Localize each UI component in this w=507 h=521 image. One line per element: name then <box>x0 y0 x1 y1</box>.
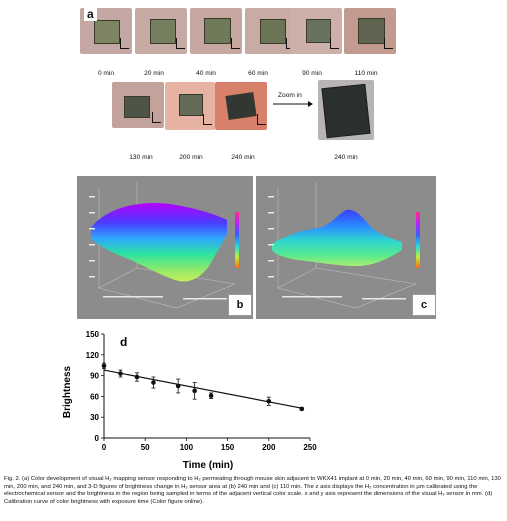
photo-tile-8 <box>215 82 267 130</box>
x-tick-label: 0 <box>102 443 107 452</box>
panel-a-letter: a <box>84 7 97 21</box>
fit-line <box>103 369 302 409</box>
data-point <box>134 374 140 380</box>
panel-b-letter: b <box>228 294 252 316</box>
photo-tile-4 <box>290 8 342 54</box>
data-point <box>151 380 156 385</box>
data-point <box>101 363 107 369</box>
zoom-arrow-icon <box>273 101 313 107</box>
photo-tile-1 <box>135 8 187 54</box>
x-tick-label: 150 <box>221 443 235 452</box>
data-point <box>266 398 272 404</box>
y-axis-label: Brightness <box>62 365 73 418</box>
time-label-zoom: 240 min <box>334 154 358 161</box>
data-point <box>192 388 197 394</box>
panel-d-letter: d <box>120 335 127 349</box>
panel-c-letter: c <box>412 294 436 316</box>
x-tick-label: 100 <box>180 443 194 452</box>
photo-tile-3 <box>245 8 297 54</box>
y-tick-label: 0 <box>95 434 100 443</box>
x-tick-label: 200 <box>262 443 276 452</box>
calibration-chart: d 0 30 60 90 120 150 0 50 100 150 200 250 Time (min… <box>62 330 317 471</box>
x-axis-label: Time (min) <box>183 460 233 471</box>
time-label-1: 20 min <box>144 70 164 77</box>
y-tick-label: 90 <box>90 372 99 381</box>
y-tick-label: 150 <box>86 330 100 339</box>
time-label-8: 240 min <box>231 154 255 161</box>
surface-plot-c <box>256 176 436 319</box>
zoom-label: Zoom in <box>278 92 302 99</box>
photo-tile-6 <box>112 82 164 128</box>
time-label-7: 200 min <box>179 154 203 161</box>
data-point <box>175 383 181 389</box>
data-point <box>118 371 123 376</box>
figure-caption: Fig. 2. (a) Color development of visual … <box>4 476 501 505</box>
time-label-6: 130 min <box>129 154 153 161</box>
photo-tile-zoom <box>318 80 374 140</box>
time-label-5: 110 min <box>354 70 378 77</box>
x-tick-label: 250 <box>303 443 317 452</box>
data-point <box>299 406 305 412</box>
data-point <box>208 393 214 399</box>
y-tick-label: 60 <box>90 392 99 401</box>
x-tick-label: 50 <box>141 443 150 452</box>
y-tick-label: 120 <box>86 351 100 360</box>
photo-tile-7 <box>165 82 215 130</box>
photo-tile-5 <box>344 8 396 54</box>
time-label-3: 60 min <box>248 70 268 77</box>
time-label-4: 90 min <box>302 70 322 77</box>
photo-tile-2 <box>190 8 242 54</box>
surface-plot-b <box>77 176 253 319</box>
time-label-2: 40 min <box>196 70 216 77</box>
time-label-0: 0 min <box>97 70 115 77</box>
y-tick-label: 30 <box>90 413 99 422</box>
